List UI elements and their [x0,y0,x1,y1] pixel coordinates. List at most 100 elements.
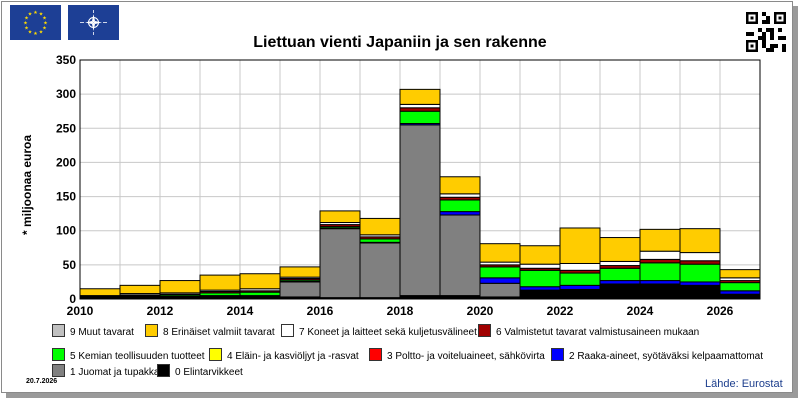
bar-segment [319,210,361,224]
bar-segment [439,176,481,195]
bar-segment [719,290,761,295]
svg-text:★: ★ [28,30,33,36]
bar-segment [439,193,481,198]
bar-segment [519,269,561,288]
bar-segment [599,283,641,300]
svg-text:★: ★ [33,10,38,16]
x-tick-label: 2010 [67,304,94,318]
svg-text:★: ★ [39,12,44,18]
y-tick-label: 300 [56,87,76,101]
y-tick-label: 250 [56,121,76,135]
bar-segment [359,242,401,299]
bar-segment [479,282,521,298]
bar-segment [479,266,521,279]
source-label: Lähde: Eurostat [705,378,783,390]
bar-segment [519,263,561,269]
legend-label: 9 Muut tavarat [70,327,134,338]
bar-segment [439,211,481,216]
bar-segment [399,124,441,297]
y-tick-label: 150 [56,190,76,204]
legend-swatch [52,348,65,361]
legend-item: 0 Elintarvikkeet [157,364,243,378]
x-tick-label: 2014 [227,304,254,318]
y-tick-label: 0 [69,292,76,306]
date-label: 20.7.2026 [26,378,58,385]
bar-segment [559,272,601,286]
legend-item: 7 Koneet ja laitteet sekä kuljetusväline… [281,324,477,338]
bar-segment [679,252,721,262]
x-tick-label: 2020 [467,304,494,318]
legend-label: 4 Eläin- ja kasviöljyt ja -rasvat [227,351,359,362]
svg-text:★: ★ [23,21,28,27]
legend-item: 2 Raaka-aineet, syötäväksi kelpaamattoma… [551,348,763,362]
legend-label: 2 Raaka-aineet, syötäväksi kelpaamattoma… [569,351,763,362]
legend-swatch [281,324,294,337]
bar-segment [279,281,321,298]
bar-segment [599,237,641,262]
bar-segment [199,295,241,300]
bar-segment [399,295,441,300]
chart-title: Liettuan vienti Japaniin ja sen rakenne [253,34,547,51]
svg-text:★: ★ [33,31,38,37]
bar-segment [439,199,481,213]
legend-item: 8 Erinäiset valmiit tavarat [145,324,275,338]
bar-segment [599,280,641,285]
legend-label: 8 Erinäiset valmiit tavarat [163,327,275,338]
x-tick-label: 2016 [307,304,334,318]
bar-segment [639,250,681,260]
bar-segment [159,280,201,294]
bar-segment [359,217,401,236]
x-tick-label: 2026 [707,304,734,318]
nato-flag-icon [68,5,119,40]
bar-segment [599,267,641,282]
svg-text:★: ★ [43,21,48,27]
bar-segment [719,269,761,279]
bar-segment [439,295,481,300]
bar-segment [519,286,561,291]
bar-segment [559,288,601,300]
bar-segment [479,277,521,284]
svg-text:★: ★ [24,26,29,32]
legend-swatch [369,348,382,361]
bar-segment [479,243,521,263]
svg-text:★: ★ [42,16,47,22]
bar-segment [639,283,681,300]
legend-swatch [145,324,158,337]
svg-text:★: ★ [39,30,44,36]
bar-segment [319,228,361,299]
bar-segment [639,262,681,282]
legend-label: 1 Juomat ja tupakka [70,367,160,378]
legend-swatch [157,364,170,377]
x-tick-label: 2012 [147,304,174,318]
svg-text:★: ★ [24,16,29,22]
bar-segment [639,258,681,264]
bar-segment [399,103,441,109]
bar-segment [239,273,281,290]
legend-item: 4 Eläin- ja kasviöljyt ja -rasvat [209,348,359,362]
x-tick-label: 2024 [627,304,654,318]
eu-flag-icon: ★ ★ ★ ★ ★ ★ ★ ★ ★ ★ ★ ★ [10,5,61,40]
bar-segment [399,88,441,105]
bar-segment [559,262,601,271]
bar-segment [679,284,721,300]
bar-segment [679,263,721,283]
bar-segment [639,228,681,252]
bar-segment [79,288,121,297]
plot-border [79,59,761,300]
bar-segment [439,214,481,297]
legend-item: 6 Valmistetut tavarat valmistusaineen mu… [478,324,699,338]
bar-segment [719,282,761,292]
x-tick-label: 2022 [547,304,574,318]
bar-segment [199,274,241,291]
bar-segment [399,110,441,125]
legend-item: 1 Juomat ja tupakka [52,364,160,378]
legend-swatch [551,348,564,361]
legend-swatch [209,348,222,361]
bar-segment [679,228,721,254]
bar-segment [559,227,601,264]
y-tick-label: 200 [56,155,76,169]
y-tick-label: 100 [56,224,76,238]
y-tick-label: 350 [56,53,76,67]
bar-segment [239,295,281,300]
